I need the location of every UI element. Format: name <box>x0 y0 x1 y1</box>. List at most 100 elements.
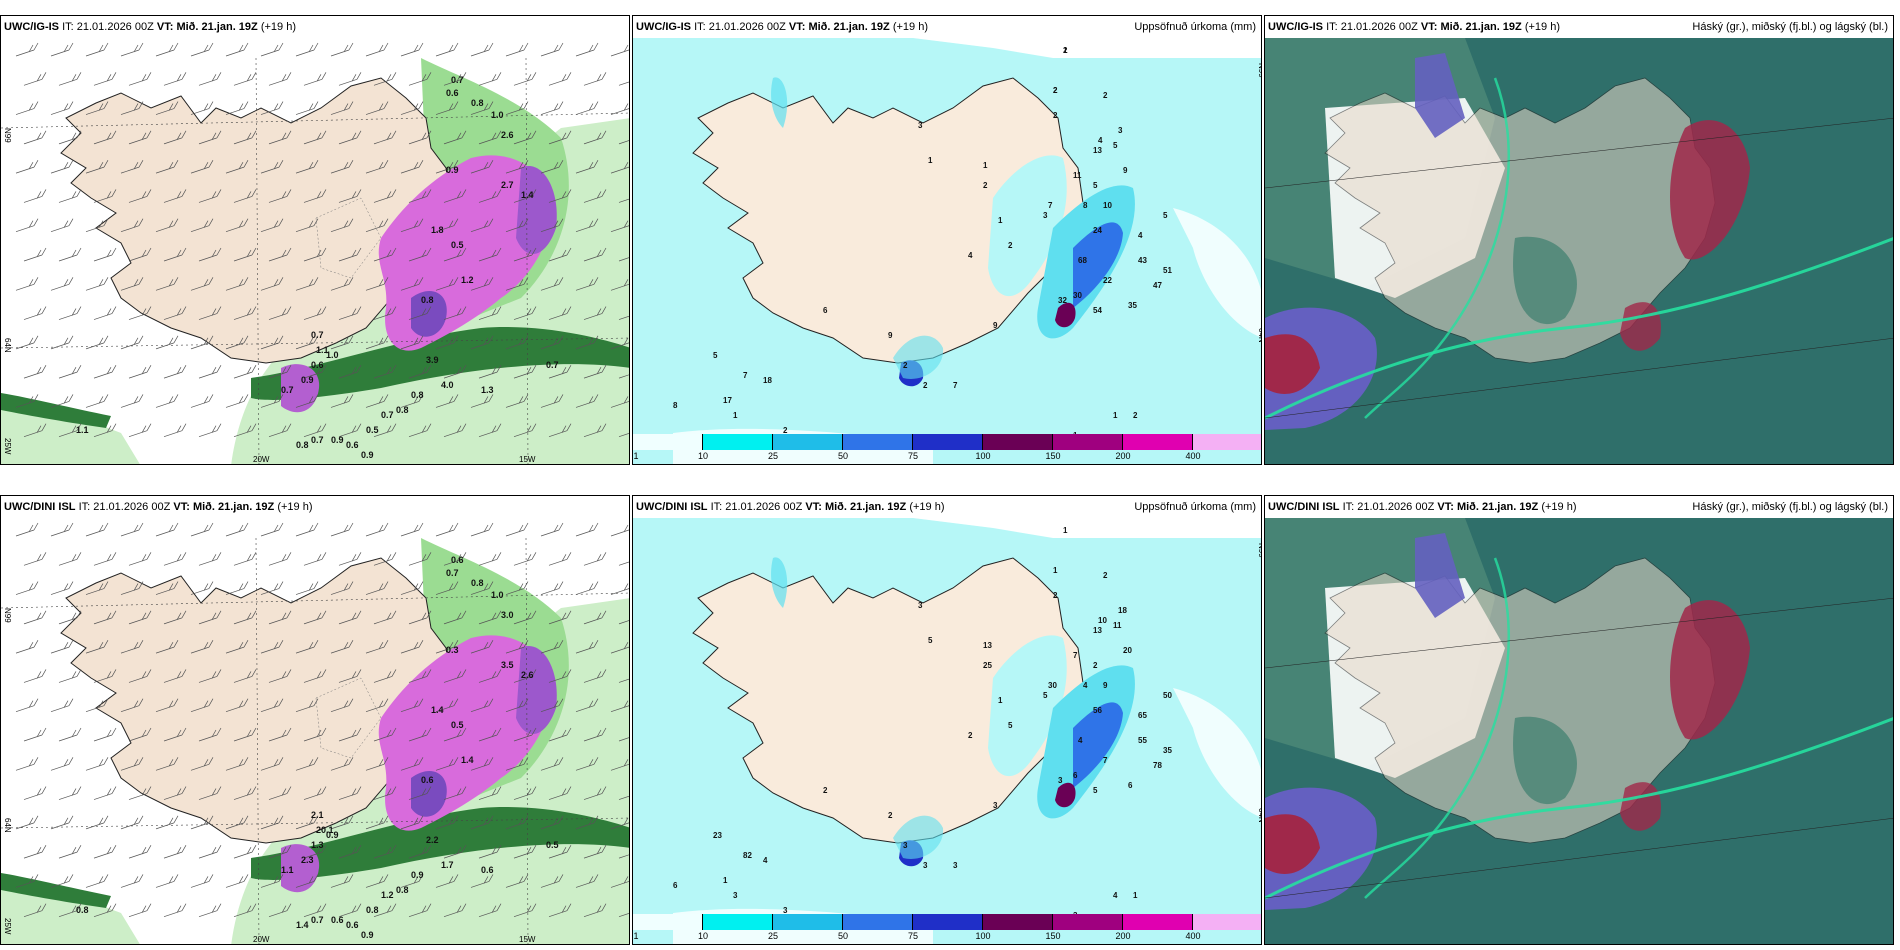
colorbar-ticks: 1 10 25 50 75 100 150 200 400 <box>633 451 1261 463</box>
accum-value-label: 3 <box>953 861 958 870</box>
accum-value-label: 17 <box>723 396 732 405</box>
colorbar-swatch <box>1193 434 1261 450</box>
precip-value-label: 0.5 <box>451 240 464 250</box>
accum-value-label: 1 <box>928 156 933 165</box>
lat-label-mid: 64N <box>1257 808 1262 823</box>
accum-value-label: 5 <box>1093 786 1098 795</box>
colorbar-swatch <box>913 434 983 450</box>
it-label: IT: <box>1326 21 1338 33</box>
accum-value-label: 18 <box>1118 606 1127 615</box>
accum-value-label: 24 <box>1093 226 1102 235</box>
accum-value-label: 2 <box>1053 111 1058 120</box>
precip-value-label: 0.9 <box>446 165 459 175</box>
init-time: 21.01.2026 00Z <box>76 21 154 33</box>
panel-ig-wind-precip: UWC/IG-IS IT: 21.01.2026 00Z VT: Mið. 21… <box>0 15 630 465</box>
accum-value-label: 8 <box>673 401 678 410</box>
colorbar-tick: 10 <box>697 931 709 941</box>
colorbar-swatch <box>1123 434 1193 450</box>
precip-value-label: 0.9 <box>361 930 374 940</box>
accum-value-label: 7 <box>1073 651 1078 660</box>
colorbar-swatch <box>843 914 913 930</box>
accum-value-label: 7 <box>1048 201 1053 210</box>
precip-value-label: 1.2 <box>381 890 394 900</box>
model-name: UWC/DINI ISL <box>4 501 76 513</box>
precip-value-label: 3.5 <box>501 660 514 670</box>
accum-value-label: 1 <box>1063 526 1068 535</box>
glacier-hatch <box>315 677 382 759</box>
precip-value-label: 0.6 <box>311 360 324 370</box>
colorbar-tick: 50 <box>837 931 849 941</box>
init-time: 21.01.2026 00Z <box>93 501 171 513</box>
precip-value-label: 0.8 <box>471 578 484 588</box>
model-name: UWC/IG-IS <box>4 21 59 33</box>
precip-value-label: 1.3 <box>311 840 324 850</box>
accum-value-label: 4 <box>1098 136 1103 145</box>
precip-heavy <box>251 327 629 400</box>
accum-value-label: 3 <box>783 906 788 915</box>
init-time: 21.01.2026 00Z <box>708 21 786 33</box>
precip-value-label: 3.0 <box>501 610 514 620</box>
colorbar-swatch <box>983 914 1053 930</box>
accum-value-label: 2 <box>983 181 988 190</box>
precip-value-label: 1.0 <box>491 110 504 120</box>
accum-value-label: 8 <box>1083 201 1088 210</box>
accum-value-label: 32 <box>1058 296 1067 305</box>
precip-value-label: 2.3 <box>301 855 314 865</box>
precip-value-label: 0.8 <box>421 295 434 305</box>
precip-value-label: 0.7 <box>311 435 324 445</box>
accum-value-label: 2 <box>1063 46 1068 55</box>
accum-value-label: 11 <box>1113 621 1122 630</box>
vt-label: VT: <box>788 21 806 33</box>
lat-label-mid: 64N <box>3 818 12 833</box>
precip-value-label: 1.4 <box>461 755 474 765</box>
lead-time: (+19 h) <box>1541 501 1577 513</box>
init-time: 21.01.2026 00Z <box>1340 21 1418 33</box>
colorbar: 1 10 25 50 75 100 150 200 400 <box>633 914 1261 944</box>
vt-label: VT: <box>156 21 174 33</box>
accum-value-label: 5 <box>1113 141 1118 150</box>
field-description: Uppsöfnuð úrkoma (mm) <box>1134 501 1256 513</box>
panel-title: UWC/IG-IS IT: 21.01.2026 00Z VT: Mið. 21… <box>1 16 629 38</box>
precip-value-label: 1.3 <box>481 385 494 395</box>
precip-value-label: 0.3 <box>446 645 459 655</box>
accum-value-label: 2 <box>903 361 908 370</box>
precip-value-label: 2.6 <box>501 130 514 140</box>
colorbar-tick: 50 <box>837 451 849 461</box>
lat-label-right: N99 <box>1257 543 1262 558</box>
accum-value-label: 2 <box>923 381 928 390</box>
accum-value-label: 1 <box>1063 46 1068 55</box>
accum-value-label: 2 <box>1008 241 1013 250</box>
precip-value-label: 0.7 <box>281 385 294 395</box>
colorbar-tick: 150 <box>1045 931 1061 941</box>
accum-value-label: 47 <box>1153 281 1162 290</box>
accum-value-label: 2 <box>1103 91 1108 100</box>
accum-value-label: 82 <box>743 851 752 860</box>
accum-value-label: 13 <box>983 641 992 650</box>
precip-value-label: 0.7 <box>446 568 459 578</box>
lon-label-20w: 20W <box>253 935 270 944</box>
precip-value-label: 4.0 <box>441 380 454 390</box>
accum-value-label: 2 <box>1053 86 1058 95</box>
model-name: UWC/IG-IS <box>636 21 691 33</box>
model-name: UWC/DINI ISL <box>636 501 708 513</box>
precip-value-label: 1.0 <box>326 350 339 360</box>
lat-label-mid: 64N <box>1257 328 1262 343</box>
colorbar-swatches <box>633 434 1261 450</box>
accum-value-label: 2 <box>783 426 788 435</box>
valid-time: Mið. 21.jan. 19Z <box>824 501 907 513</box>
accum-value-label: 2 <box>968 731 973 740</box>
colorbar-tick: 10 <box>697 451 709 461</box>
precip-value-label: 0.6 <box>421 775 434 785</box>
lat-label-top: N99 <box>3 128 12 143</box>
colorbar-swatch <box>1053 434 1123 450</box>
colorbar-swatch <box>1193 914 1261 930</box>
lon-label-west: 25W <box>3 918 12 935</box>
colorbar-tick: 150 <box>1045 451 1061 461</box>
accum-value-label: 6 <box>1073 771 1078 780</box>
precip-value-label: 0.6 <box>446 88 459 98</box>
colorbar-swatch <box>773 434 843 450</box>
accum-value-label: 13 <box>1093 146 1102 155</box>
accum-value-label: 35 <box>1163 746 1172 755</box>
lead-time: (+19 h) <box>892 21 928 33</box>
accum-value-label: 2 <box>1093 661 1098 670</box>
